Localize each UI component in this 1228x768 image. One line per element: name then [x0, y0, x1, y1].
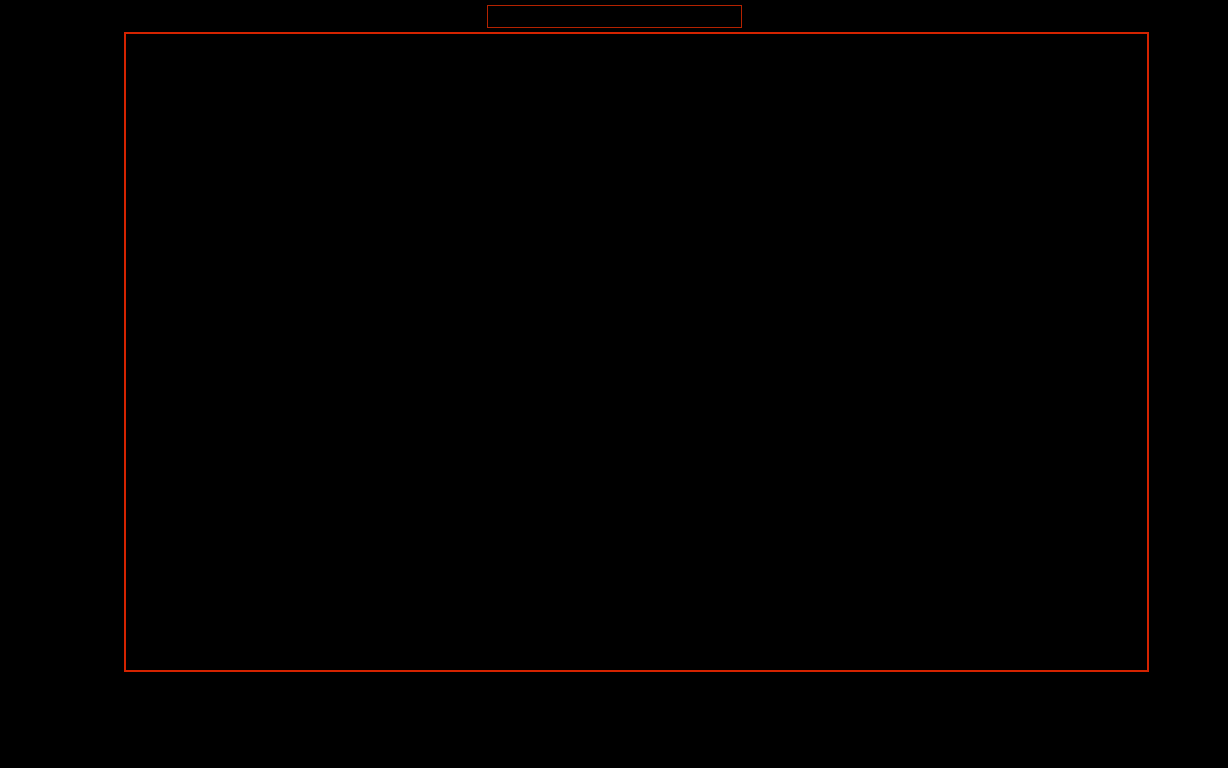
plot-axes-box [124, 32, 1149, 672]
spectrogram-canvas [126, 34, 1147, 670]
colorbar [487, 5, 742, 28]
